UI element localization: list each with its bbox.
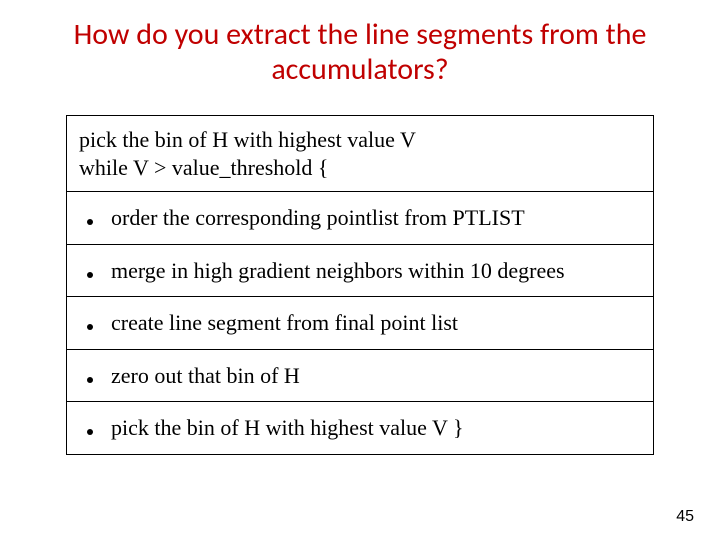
slide: How do you extract the line segments fro… bbox=[0, 0, 720, 540]
title-line-1: How do you extract the line segments fro… bbox=[74, 16, 647, 53]
bullet-cell: create line segment from final point lis… bbox=[67, 297, 653, 350]
page-number: 45 bbox=[676, 508, 694, 526]
bullet-text: order the corresponding pointlist from P… bbox=[111, 204, 525, 232]
algorithm-header: pick the bin of H with highest value V w… bbox=[67, 116, 653, 192]
slide-title: How do you extract the line segments fro… bbox=[30, 18, 690, 87]
bullet-text: zero out that bin of H bbox=[111, 362, 300, 390]
bullet-icon bbox=[87, 429, 93, 435]
title-line-2: accumulators? bbox=[271, 51, 448, 88]
bullet-icon bbox=[87, 272, 93, 278]
bullet-cell: merge in high gradient neighbors within … bbox=[67, 245, 653, 298]
bullet-cell: zero out that bin of H bbox=[67, 350, 653, 403]
bullet-text: pick the bin of H with highest value V } bbox=[111, 414, 464, 442]
header-line-2: while V > value_threshold { bbox=[79, 154, 641, 182]
header-line-1: pick the bin of H with highest value V bbox=[79, 126, 641, 154]
bullet-icon bbox=[87, 219, 93, 225]
content-table: pick the bin of H with highest value V w… bbox=[66, 115, 654, 455]
bullet-icon bbox=[87, 324, 93, 330]
bullet-cell: pick the bin of H with highest value V } bbox=[67, 402, 653, 454]
bullet-text: create line segment from final point lis… bbox=[111, 309, 458, 337]
bullet-icon bbox=[87, 377, 93, 383]
bullet-cell: order the corresponding pointlist from P… bbox=[67, 192, 653, 245]
bullet-text: merge in high gradient neighbors within … bbox=[111, 257, 565, 285]
